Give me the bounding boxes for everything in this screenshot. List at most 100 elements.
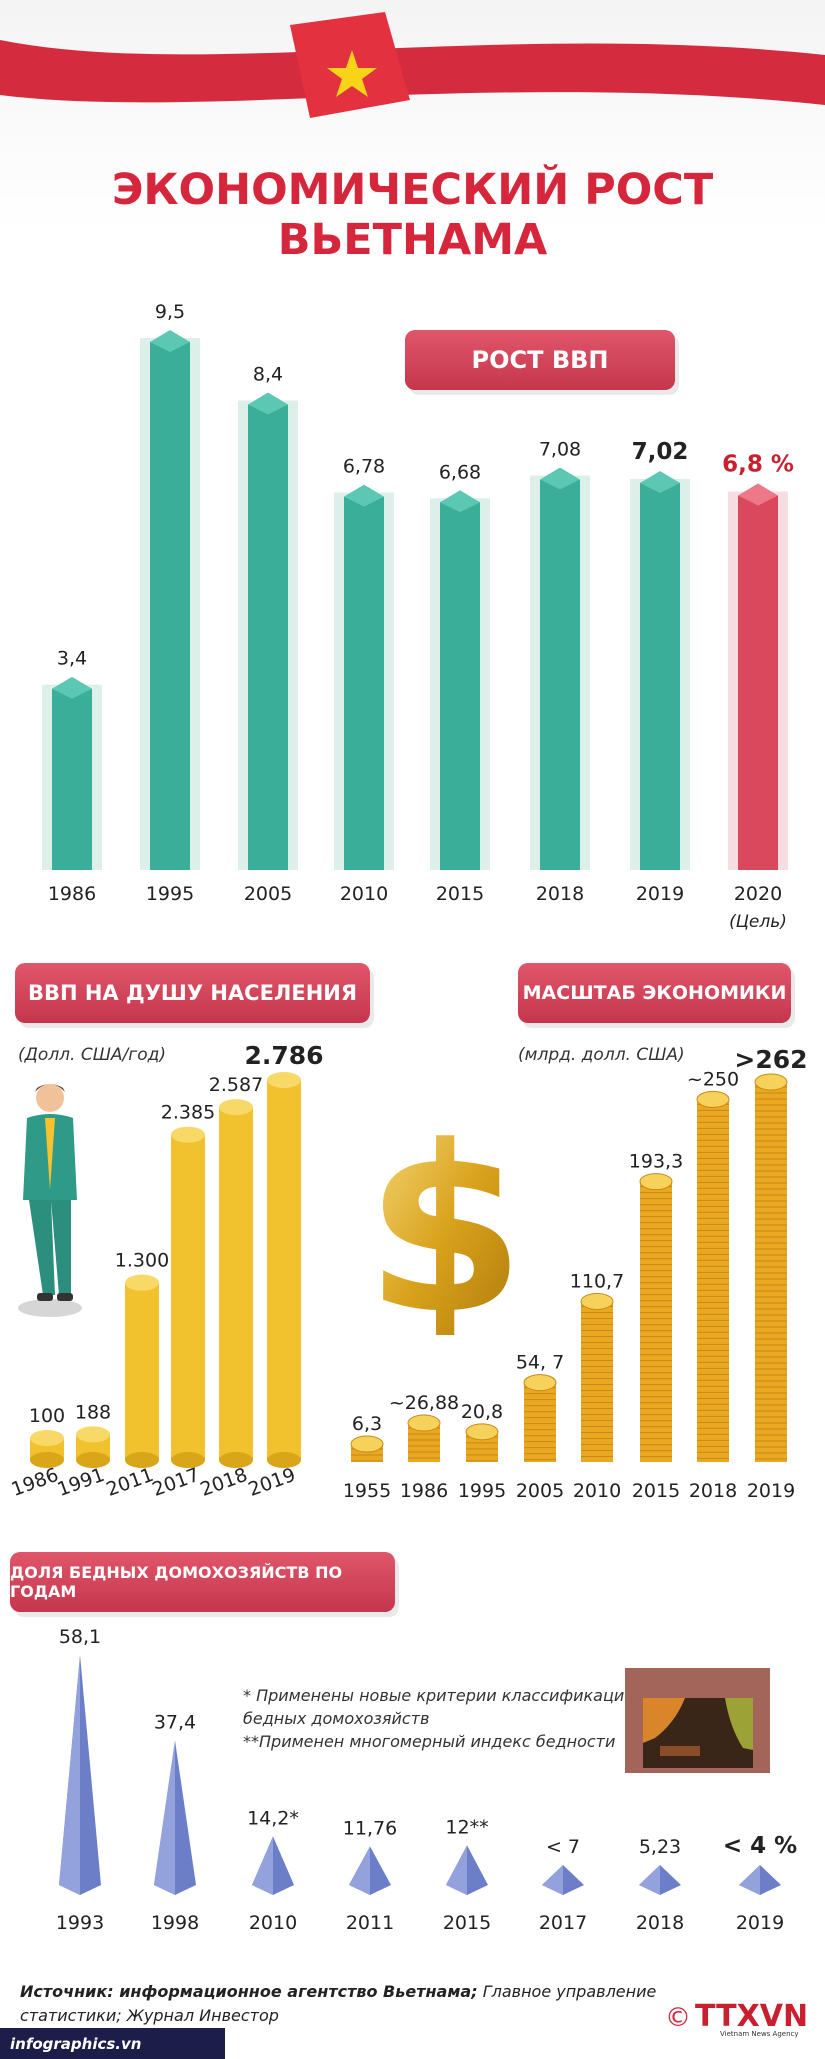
gdp-bar xyxy=(52,688,92,870)
economy-coin-top xyxy=(350,1435,384,1453)
economy-coin-top xyxy=(465,1423,499,1441)
poverty-pyramid-face xyxy=(639,1865,660,1895)
gdp-heading: РОСТ ВВП xyxy=(405,330,675,390)
poverty-value-label: 11,76 xyxy=(343,1817,397,1839)
per-capita-value-label: 188 xyxy=(75,1401,111,1423)
svg-text:©: © xyxy=(665,2003,691,2033)
per-capita-bar-cap xyxy=(125,1274,159,1291)
economy-coin-top xyxy=(523,1374,557,1392)
gdp-bar xyxy=(440,502,480,870)
header-banner xyxy=(0,0,825,230)
gdp-value-label: 8,4 xyxy=(253,364,283,386)
poverty-value-label: < 4 % xyxy=(723,1833,797,1859)
gdp-bar-cap xyxy=(150,330,190,352)
poverty-year-label: 2011 xyxy=(346,1912,394,1934)
gdp-year-label: 1995 xyxy=(146,883,194,905)
dollar-icon: $ xyxy=(380,1115,510,1335)
ttxvn-logo: © TTXVN Vietnam News Agency xyxy=(665,1998,815,2038)
economy-coin-top xyxy=(639,1173,673,1191)
economy-value-label: ~250 xyxy=(687,1068,739,1090)
economy-value-label: 20,8 xyxy=(461,1401,503,1423)
gdp-bar-cap xyxy=(248,392,288,415)
site-label: infographics.vn xyxy=(0,2028,225,2059)
gdp-value-label: 3,4 xyxy=(57,648,87,670)
per-capita-bar xyxy=(267,1080,301,1460)
economy-value-label: 193,3 xyxy=(629,1151,683,1173)
gdp-year-label: 1986 xyxy=(48,883,96,905)
per-capita-year-label: 2011 xyxy=(103,1464,156,1501)
gdp-bar-cap xyxy=(440,490,480,513)
economy-coin-stack xyxy=(697,1099,729,1462)
economy-year-label: 2019 xyxy=(747,1480,795,1502)
source-text: Источник: информационное агентство Вьетн… xyxy=(20,1982,657,2025)
poverty-pyramid-face xyxy=(739,1865,760,1895)
poverty-note-2: бедных домохозяйств xyxy=(243,1709,430,1728)
poverty-value-label: < 7 xyxy=(546,1836,580,1858)
poverty-pyramid-face xyxy=(59,1655,80,1895)
economy-coin-top xyxy=(407,1414,441,1432)
poverty-year-label: 2018 xyxy=(636,1912,684,1934)
gdp-bar-cap xyxy=(52,676,92,699)
poverty-year-label: 2015 xyxy=(443,1912,491,1934)
per-capita-bar-base xyxy=(171,1452,205,1468)
gdp-value-label: 6,8 % xyxy=(722,451,794,477)
gdp-year-label: 2019 xyxy=(636,883,684,905)
poverty-value-label: 58,1 xyxy=(59,1626,101,1648)
economy-value-label: 6,3 xyxy=(352,1413,382,1435)
per-capita-year-label: 1991 xyxy=(54,1464,107,1501)
gdp-year-label: 2010 xyxy=(340,883,388,905)
gdp-year-label: 2005 xyxy=(244,883,292,905)
gdp-bar xyxy=(738,495,778,870)
gdp-bar xyxy=(540,479,580,870)
page-title: ЭКОНОМИЧЕСКИЙ РОСТ ВЬЕТНАМА xyxy=(111,165,714,265)
per-capita-value-label: 2.385 xyxy=(161,1102,215,1124)
gdp-bar-cap xyxy=(738,483,778,506)
per-capita-value-label: 2.786 xyxy=(244,1041,323,1070)
poverty-year-label: 2010 xyxy=(249,1912,297,1934)
star-icon xyxy=(327,50,377,97)
flag-ribbon xyxy=(0,12,825,118)
poverty-year-label: 1993 xyxy=(56,1912,104,1934)
svg-text:Vietnam News Agency: Vietnam News Agency xyxy=(720,2030,799,2038)
per-capita-value-label: 1.300 xyxy=(115,1250,169,1272)
poverty-value-label: 14,2* xyxy=(247,1807,299,1829)
economy-year-label: 2018 xyxy=(689,1480,737,1502)
economy-value-label: >262 xyxy=(734,1045,807,1074)
poverty-pyramid-face xyxy=(446,1845,467,1895)
gdp-value-label: 9,5 xyxy=(155,301,185,323)
house-icon xyxy=(625,1668,770,1773)
gdp-year-sublabel: (Цель) xyxy=(729,912,787,932)
gdp-value-label: 7,08 xyxy=(539,439,581,461)
gdp-bar-cap xyxy=(540,467,580,490)
per-capita-unit: (Долл. США/год) xyxy=(18,1045,166,1065)
poverty-value-label: 5,23 xyxy=(639,1836,681,1858)
economy-coin-top xyxy=(580,1292,614,1310)
per-capita-bar-cap xyxy=(30,1430,64,1446)
poverty-value-label: 37,4 xyxy=(154,1712,196,1734)
gdp-bar xyxy=(344,496,384,870)
per-capita-heading: ВВП НА ДУШУ НАСЕЛЕНИЯ xyxy=(15,963,370,1023)
economy-coin-stack xyxy=(524,1382,556,1462)
economy-value-label: 110,7 xyxy=(570,1270,624,1292)
per-capita-bar xyxy=(219,1107,253,1460)
poverty-heading: ДОЛЯ БЕДНЫХ ДОМОХОЗЯЙСТВ ПО ГОДАМ xyxy=(10,1552,395,1612)
per-capita-year-label: 2018 xyxy=(197,1464,250,1501)
per-capita-bar-cap xyxy=(171,1126,205,1143)
per-capita-bar-base xyxy=(267,1452,301,1468)
economy-year-label: 1995 xyxy=(458,1480,506,1502)
per-capita-bar-cap xyxy=(267,1072,301,1088)
gdp-year-label: 2018 xyxy=(536,883,584,905)
poverty-pyramid-face xyxy=(349,1846,370,1895)
per-capita-bar-base xyxy=(219,1452,253,1468)
per-capita-year-label: 2017 xyxy=(149,1464,202,1501)
gdp-value-label: 7,02 xyxy=(632,439,689,465)
per-capita-bar-cap xyxy=(76,1426,110,1443)
per-capita-year-label: 2019 xyxy=(245,1464,298,1501)
per-capita-bar-base xyxy=(125,1452,159,1468)
scale-unit: (млрд. долл. США) xyxy=(518,1045,685,1065)
per-capita-bar xyxy=(171,1134,205,1460)
economy-year-label: 2015 xyxy=(632,1480,680,1502)
scale-heading: МАСШТАБ ЭКОНОМИКИ xyxy=(518,963,791,1023)
poverty-value-label: 12** xyxy=(445,1816,488,1838)
